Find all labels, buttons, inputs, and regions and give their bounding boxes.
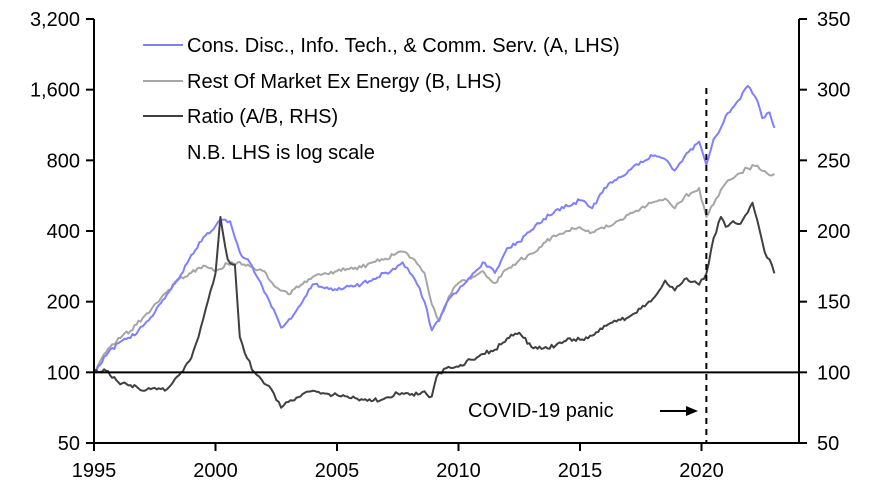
left-tick-label: 1,600 — [30, 80, 80, 102]
x-tick-label: 1995 — [72, 460, 117, 482]
legend: Cons. Disc., Info. Tech., & Comm. Serv. … — [143, 35, 620, 164]
x-tick-label: 2020 — [679, 460, 724, 482]
right-tick-label: 250 — [817, 150, 850, 172]
series-line-b — [93, 164, 775, 373]
right-tick-label: 150 — [817, 292, 850, 314]
series-line-ratio — [93, 201, 776, 409]
left-tick-label: 3,200 — [30, 9, 80, 31]
legend-label-a: Cons. Disc., Info. Tech., & Comm. Serv. … — [187, 35, 620, 57]
right-tick-label: 350 — [817, 9, 850, 31]
annotations: COVID-19 panic — [468, 88, 708, 443]
log-scale-note: N.B. LHS is log scale — [187, 142, 375, 164]
covid-annotation-label: COVID-19 panic — [468, 400, 614, 422]
legend-label-ratio: Ratio (A/B, RHS) — [187, 106, 338, 128]
left-tick-label: 100 — [47, 362, 80, 384]
left-tick-label: 200 — [47, 292, 80, 314]
x-tick-label: 2015 — [558, 460, 603, 482]
left-tick-label: 50 — [58, 433, 80, 455]
right-tick-label: 300 — [817, 80, 850, 102]
plot-lines — [93, 84, 776, 409]
axes: 50 100 200 400 800 1,600 3,200 50 100 150 200 250 30… — [30, 9, 850, 482]
x-tick-label: 2000 — [193, 460, 238, 482]
left-tick-label: 400 — [47, 221, 80, 243]
right-tick-label: 50 — [817, 433, 839, 455]
x-tick-label: 2010 — [436, 460, 481, 482]
series-line-a — [93, 84, 776, 374]
x-tick-label: 2005 — [315, 460, 360, 482]
covid-arrow-head-icon — [686, 406, 698, 416]
legend-label-b: Rest Of Market Ex Energy (B, LHS) — [187, 71, 502, 93]
right-tick-label: 200 — [817, 221, 850, 243]
left-tick-label: 800 — [47, 150, 80, 172]
right-tick-label: 100 — [817, 362, 850, 384]
